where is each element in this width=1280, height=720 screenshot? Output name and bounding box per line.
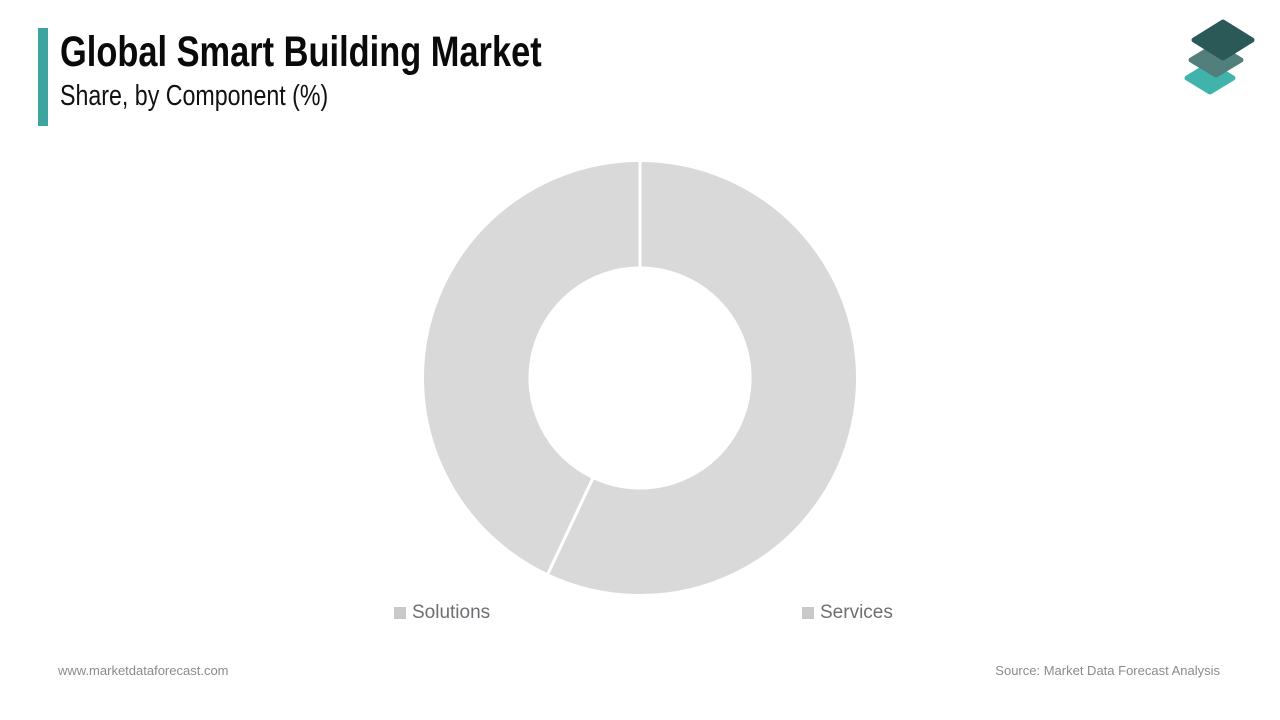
chart-legend: Solutions Services: [0, 602, 1280, 626]
legend-marker-solutions-icon: [394, 607, 406, 619]
legend-label-solutions: Solutions: [412, 602, 491, 623]
donut-chart[interactable]: [420, 158, 860, 598]
legend-item-solutions[interactable]: Solutions: [394, 602, 490, 624]
legend-marker-services-icon: [802, 607, 814, 619]
donut-segment-solutions[interactable]: [545, 158, 859, 597]
page-subtitle: Share, by Component (%): [60, 80, 329, 112]
legend-label-services: Services: [820, 602, 893, 623]
market-data-forecast-logo-icon: [1184, 19, 1255, 95]
legend-item-services[interactable]: Services: [802, 602, 893, 624]
footer-source: Source: Market Data Forecast Analysis: [995, 663, 1220, 678]
donut-segment-services[interactable]: [421, 158, 642, 577]
header: Global Smart Building Market Share, by C…: [60, 28, 542, 113]
footer-website: www.marketdataforecast.com: [58, 663, 229, 678]
logo-layer-top: [1191, 19, 1255, 61]
page-title: Global Smart Building Market: [60, 28, 542, 76]
title-accent-bar: [38, 28, 48, 126]
